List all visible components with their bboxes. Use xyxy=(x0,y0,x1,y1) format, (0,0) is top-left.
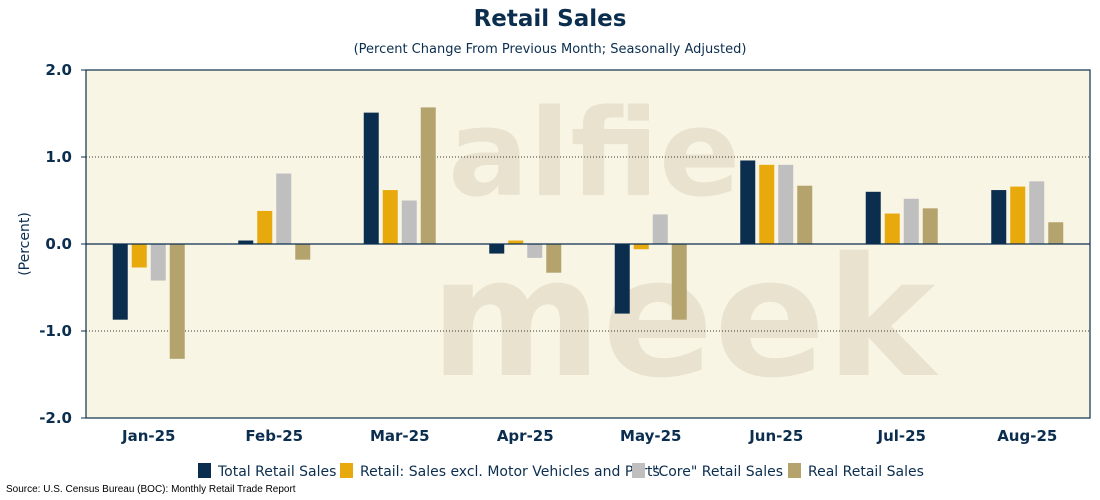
bar-jun-25-series-1 xyxy=(740,160,756,244)
chart-title: Retail Sales xyxy=(473,6,627,32)
legend-label: Retail: Sales excl. Motor Vehicles and P… xyxy=(360,464,660,480)
source-note: Source: U.S. Census Bureau (BOC): Monthl… xyxy=(6,484,296,495)
bar-aug-25-series-4 xyxy=(1048,222,1064,244)
x-tick-label: Jun-25 xyxy=(748,427,803,445)
bar-jul-25-series-4 xyxy=(922,208,938,244)
x-tick-label: Mar-25 xyxy=(370,427,430,445)
x-tick-label: May-25 xyxy=(620,427,681,445)
legend-label: Total Retail Sales xyxy=(217,464,336,480)
y-tick-label: -1.0 xyxy=(39,322,72,340)
bar-group xyxy=(112,107,1064,359)
y-tick-label: -2.0 xyxy=(39,409,72,427)
bar-mar-25-series-2 xyxy=(382,190,398,244)
legend-swatch xyxy=(632,463,645,478)
bar-may-25-series-3 xyxy=(652,214,668,244)
bar-jan-25-series-3 xyxy=(150,244,166,281)
legend-swatch xyxy=(340,463,353,478)
bar-jun-25-series-3 xyxy=(778,164,794,244)
bar-feb-25-series-3 xyxy=(276,173,292,244)
bar-may-25-series-4 xyxy=(671,244,687,320)
bar-feb-25-series-4 xyxy=(295,244,311,260)
grid-lines xyxy=(86,156,1090,332)
bar-aug-25-series-3 xyxy=(1029,181,1045,244)
bar-apr-25-series-4 xyxy=(546,244,562,273)
chart-subtitle: (Percent Change From Previous Month; Sea… xyxy=(353,42,747,57)
bar-mar-25-series-3 xyxy=(401,200,417,244)
x-tick-label: Apr-25 xyxy=(497,427,554,445)
bar-feb-25-series-2 xyxy=(257,210,273,244)
bar-apr-25-series-2 xyxy=(508,240,524,244)
bar-may-25-series-1 xyxy=(614,244,630,314)
legend-label: Real Retail Sales xyxy=(808,464,924,480)
bar-feb-25-series-1 xyxy=(238,240,254,244)
bar-jun-25-series-2 xyxy=(759,164,775,244)
bar-jan-25-series-4 xyxy=(169,244,185,359)
x-tick-label: Jan-25 xyxy=(121,427,175,445)
bar-jul-25-series-3 xyxy=(903,198,919,244)
bar-aug-25-series-1 xyxy=(991,190,1007,244)
y-tick-label: 2.0 xyxy=(45,61,72,79)
y-axis-label: (Percent) xyxy=(17,212,33,276)
watermark-line-1: alfie xyxy=(448,85,740,224)
bar-jul-25-series-2 xyxy=(884,213,900,244)
bar-jan-25-series-2 xyxy=(131,244,147,268)
legend: Total Retail Sales Retail: Sales excl. Mo… xyxy=(198,463,924,480)
bar-jul-25-series-1 xyxy=(865,191,881,244)
y-tick-label: 1.0 xyxy=(45,148,72,166)
bar-jun-25-series-4 xyxy=(797,185,813,244)
x-tick-label: Jul-25 xyxy=(876,427,926,445)
x-tick-label: Aug-25 xyxy=(997,427,1057,445)
bar-apr-25-series-1 xyxy=(489,244,505,254)
bar-mar-25-series-4 xyxy=(420,107,436,244)
y-tick-label: 0.0 xyxy=(45,235,72,253)
bar-may-25-series-2 xyxy=(633,244,649,250)
legend-swatch xyxy=(788,463,801,478)
x-tick-label: Feb-25 xyxy=(245,427,303,445)
bar-aug-25-series-2 xyxy=(1010,186,1026,244)
x-axis-ticks: Jan-25 Feb-25 Mar-25 Apr-25 May-25 Jun-25 Jul-… xyxy=(121,427,1057,445)
legend-swatch xyxy=(198,463,211,478)
legend-label: "Core" Retail Sales xyxy=(652,464,783,480)
bar-mar-25-series-1 xyxy=(363,112,379,244)
bar-apr-25-series-3 xyxy=(527,244,543,258)
bar-jan-25-series-1 xyxy=(112,244,128,320)
y-axis-ticks: 2.0 1.0 0.0 -1.0 -2.0 xyxy=(39,61,86,427)
